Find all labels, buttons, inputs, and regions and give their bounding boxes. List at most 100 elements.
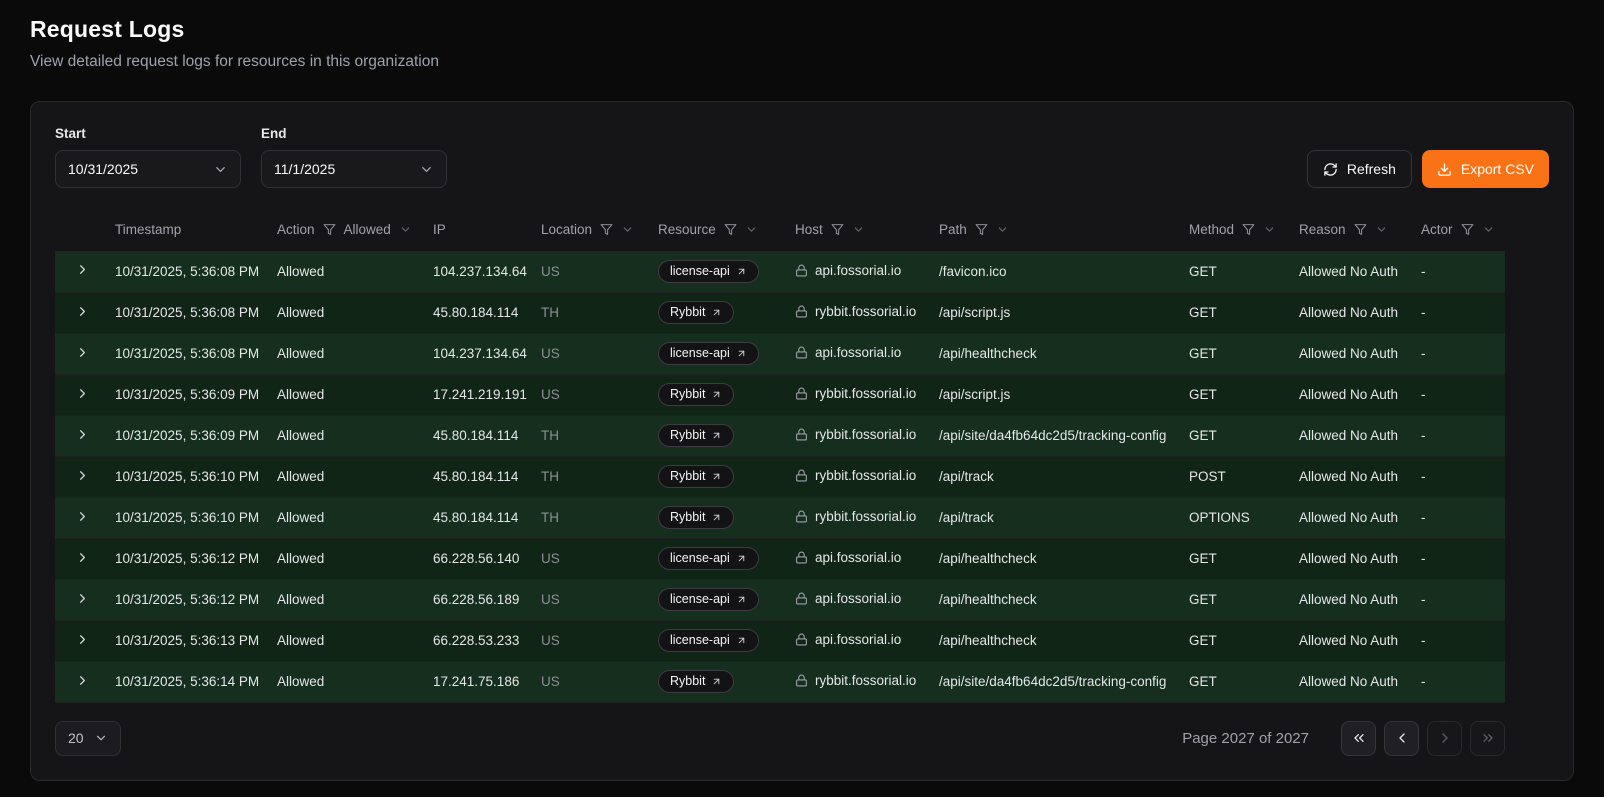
chevron-right-icon [75,591,90,606]
lock-icon [795,387,808,400]
cell-timestamp: 10/31/2025, 5:36:09 PM [115,428,260,443]
host-name: rybbit.fossorial.io [815,304,917,319]
cell-resource: license-api [646,333,783,374]
table-row[interactable]: 10/31/2025, 5:36:10 PM Allowed 45.80.184… [55,456,1505,497]
expand-row-button[interactable] [67,632,90,647]
chevron-right-icon [1437,730,1453,746]
cell-timestamp: 10/31/2025, 5:36:12 PM [115,551,260,566]
filter-icon[interactable] [1461,223,1474,236]
expand-row-button[interactable] [67,509,90,524]
resource-badge[interactable]: license-api [658,588,759,611]
header-expander [55,216,103,251]
first-page-button[interactable] [1341,720,1376,756]
expand-row-button[interactable] [67,345,90,360]
cell-method: GET [1189,674,1217,689]
cell-path: /favicon.ico [939,263,1007,279]
cell-resource: Rybbit [646,456,783,497]
cell-method: GET [1189,633,1217,648]
chevron-down-icon[interactable] [621,223,634,236]
cell-timestamp: 10/31/2025, 5:36:12 PM [115,592,260,607]
filter-icon[interactable] [975,223,988,236]
table-row[interactable]: 10/31/2025, 5:36:13 PM Allowed 66.228.53… [55,620,1505,661]
page-size-select[interactable]: 20 [55,720,121,756]
lock-icon [795,510,808,523]
expand-row-button[interactable] [67,386,90,401]
cell-host: api.fossorial.io [783,251,927,292]
resource-badge[interactable]: Rybbit [658,506,735,529]
resource-badge[interactable]: Rybbit [658,424,735,447]
filter-icon[interactable] [724,223,737,236]
lock-icon [795,428,808,441]
chevrons-right-icon [1480,730,1496,746]
table-row[interactable]: 10/31/2025, 5:36:09 PM Allowed 45.80.184… [55,415,1505,456]
lock-icon [795,346,808,359]
column-header-action: Action [277,222,315,237]
cell-ip: 66.228.56.140 [433,551,520,566]
table-row[interactable]: 10/31/2025, 5:36:12 PM Allowed 66.228.56… [55,579,1505,620]
resource-name: license-api [670,264,730,278]
resource-name: Rybbit [670,674,706,689]
resource-name: license-api [670,346,730,361]
cell-path: /api/healthcheck [939,633,1037,648]
resource-badge[interactable]: Rybbit [658,465,735,488]
table-row[interactable]: 10/31/2025, 5:36:14 PM Allowed 17.241.75… [55,661,1505,702]
external-link-icon [736,348,747,359]
chevron-right-icon [75,304,90,319]
expand-row-button[interactable] [67,591,90,606]
start-date-select[interactable]: 10/31/2025 [55,150,241,188]
chevron-down-icon[interactable] [852,223,865,236]
chevrons-left-icon [1351,730,1367,746]
start-date-field: Start 10/31/2025 [55,126,241,188]
table-row[interactable]: 10/31/2025, 5:36:08 PM Allowed 104.237.1… [55,333,1505,374]
expand-row-button[interactable] [67,427,90,442]
resource-badge[interactable]: Rybbit [658,301,735,324]
resource-badge[interactable]: license-api [658,629,759,652]
cell-timestamp: 10/31/2025, 5:36:08 PM [115,263,260,279]
expand-row-button[interactable] [67,468,90,483]
filter-icon[interactable] [1354,223,1367,236]
chevron-down-icon[interactable] [1375,223,1388,236]
chevron-right-icon [75,386,90,401]
table-row[interactable]: 10/31/2025, 5:36:12 PM Allowed 66.228.56… [55,538,1505,579]
cell-action: Allowed [277,633,325,648]
resource-badge[interactable]: license-api [658,260,759,283]
filter-icon[interactable] [323,223,336,236]
table-row[interactable]: 10/31/2025, 5:36:08 PM Allowed 104.237.1… [55,251,1505,292]
cell-resource: Rybbit [646,292,783,333]
external-link-icon [711,389,722,400]
expand-row-button[interactable] [67,304,90,319]
resource-badge[interactable]: Rybbit [658,670,735,693]
end-date-select[interactable]: 11/1/2025 [261,150,447,188]
lock-icon [795,633,808,646]
resource-badge[interactable]: license-api [658,342,759,365]
cell-method: GET [1189,551,1217,566]
table-row[interactable]: 10/31/2025, 5:36:09 PM Allowed 17.241.21… [55,374,1505,415]
refresh-button[interactable]: Refresh [1306,150,1412,188]
export-csv-button[interactable]: Export CSV [1421,150,1549,188]
expand-row-button[interactable] [67,550,90,565]
filter-icon[interactable] [831,223,844,236]
table-row[interactable]: 10/31/2025, 5:36:10 PM Allowed 45.80.184… [55,497,1505,538]
filter-icon[interactable] [600,223,613,236]
next-page-button[interactable] [1427,720,1462,756]
filter-icon[interactable] [1242,223,1255,236]
resource-badge[interactable]: Rybbit [658,383,735,406]
chevron-down-icon[interactable] [996,223,1009,236]
column-header-host: Host [795,222,823,237]
cell-path: /api/healthcheck [939,592,1037,607]
resource-badge[interactable]: license-api [658,547,759,570]
chevron-down-icon[interactable] [745,223,758,236]
chevron-down-icon[interactable] [1263,223,1276,236]
previous-page-button[interactable] [1384,720,1419,756]
page-info: Page 2027 of 2027 [1182,729,1309,747]
last-page-button[interactable] [1470,720,1505,756]
chevron-down-icon[interactable] [1482,223,1495,236]
page-size-value: 20 [68,730,84,746]
chevron-down-icon[interactable] [399,223,412,236]
action-filter-value[interactable]: Allowed [343,222,391,237]
expand-row-button[interactable] [67,673,90,688]
expand-row-button[interactable] [67,262,90,277]
table-row[interactable]: 10/31/2025, 5:36:08 PM Allowed 45.80.184… [55,292,1505,333]
cell-actor: - [1421,592,1426,607]
chevron-right-icon [75,427,90,442]
